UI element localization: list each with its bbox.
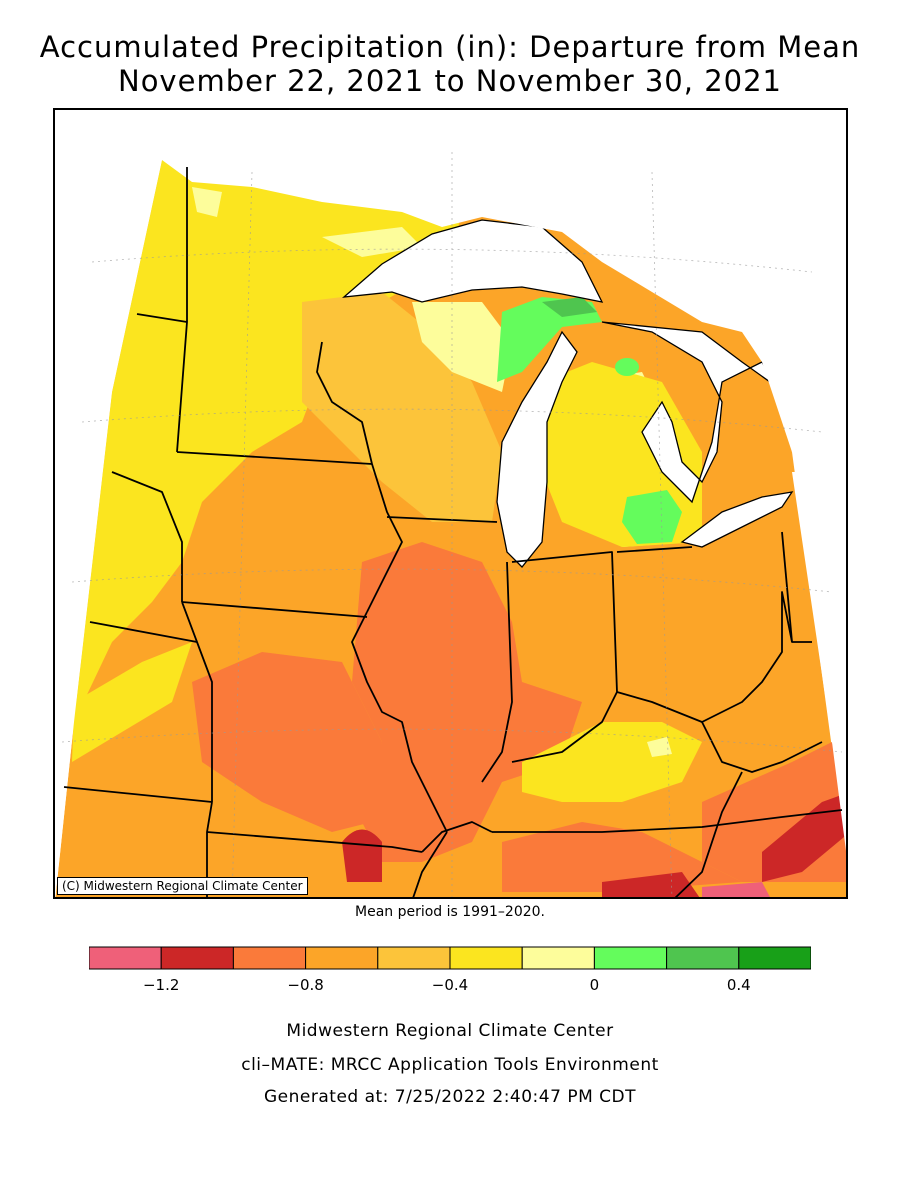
footer-organization: Midwestern Regional Climate Center bbox=[286, 1021, 614, 1041]
legend-swatch bbox=[160, 946, 234, 970]
zone-darkred-mo bbox=[342, 829, 382, 882]
outside-left bbox=[55, 160, 162, 897]
zone-green-mi-small bbox=[615, 358, 639, 376]
map-svg bbox=[55, 110, 846, 897]
zone-lightyellow-wi bbox=[412, 302, 512, 392]
map-date-range: November 22, 2021 to November 30, 2021 bbox=[118, 64, 782, 98]
zone-lightyellow-mn bbox=[322, 227, 422, 257]
lake-erie bbox=[680, 491, 794, 548]
zone-green-up bbox=[497, 297, 602, 382]
legend-swatch bbox=[593, 946, 668, 970]
canada-region bbox=[55, 110, 846, 471]
legend-tick-label: 0.4 bbox=[726, 976, 751, 994]
zone-darkred-ky bbox=[602, 872, 700, 897]
zone-orange-il bbox=[352, 542, 582, 862]
map-title: Accumulated Precipitation (in): Departur… bbox=[39, 30, 861, 64]
copyright-label: (C) Midwestern Regional Climate Center bbox=[57, 877, 308, 895]
precipitation-map[interactable]: (C) Midwestern Regional Climate Center bbox=[53, 108, 848, 899]
zone-darkgreen-up bbox=[542, 297, 597, 317]
legend-swatch bbox=[449, 946, 523, 970]
zone-lightyellow-ky bbox=[647, 737, 672, 757]
footer-generated: Generated at: 7/25/2022 2:40:47 PM CDT bbox=[264, 1087, 636, 1107]
outside-right bbox=[792, 472, 846, 851]
zone-pink-se bbox=[702, 882, 770, 897]
graticule bbox=[61, 152, 843, 897]
zone-lightyellow-nw bbox=[192, 187, 222, 217]
legend-tick-label: 0 bbox=[589, 976, 600, 994]
zone-darkred-tn bbox=[762, 793, 846, 882]
zone-orange-mo bbox=[192, 652, 382, 832]
legend-swatch bbox=[521, 946, 595, 970]
legend-swatch bbox=[89, 946, 162, 970]
legend-tick-labels: −1.2 −0.8 −0.4 0 0.4 bbox=[89, 976, 811, 998]
legend-tick-label: −0.4 bbox=[431, 976, 469, 994]
footer-tool: cli–MATE: MRCC Application Tools Environ… bbox=[241, 1055, 659, 1075]
legend-swatch bbox=[377, 946, 451, 970]
state-boundaries bbox=[63, 167, 843, 897]
color-legend bbox=[89, 946, 811, 970]
legend-tick-label: −0.8 bbox=[287, 976, 324, 994]
legend-bar bbox=[89, 946, 811, 970]
lake-michigan bbox=[496, 330, 578, 568]
legend-swatch bbox=[666, 946, 740, 970]
zone-yellow-west-lower bbox=[72, 642, 192, 762]
legend-swatch bbox=[232, 946, 307, 970]
mean-period-note: Mean period is 1991–2020. bbox=[355, 904, 545, 920]
legend-tick-label: −1.2 bbox=[142, 976, 180, 994]
zone-green-mi bbox=[622, 490, 682, 544]
legend-swatch bbox=[305, 946, 379, 970]
lake-superior bbox=[342, 219, 604, 303]
legend-swatch bbox=[738, 946, 811, 970]
